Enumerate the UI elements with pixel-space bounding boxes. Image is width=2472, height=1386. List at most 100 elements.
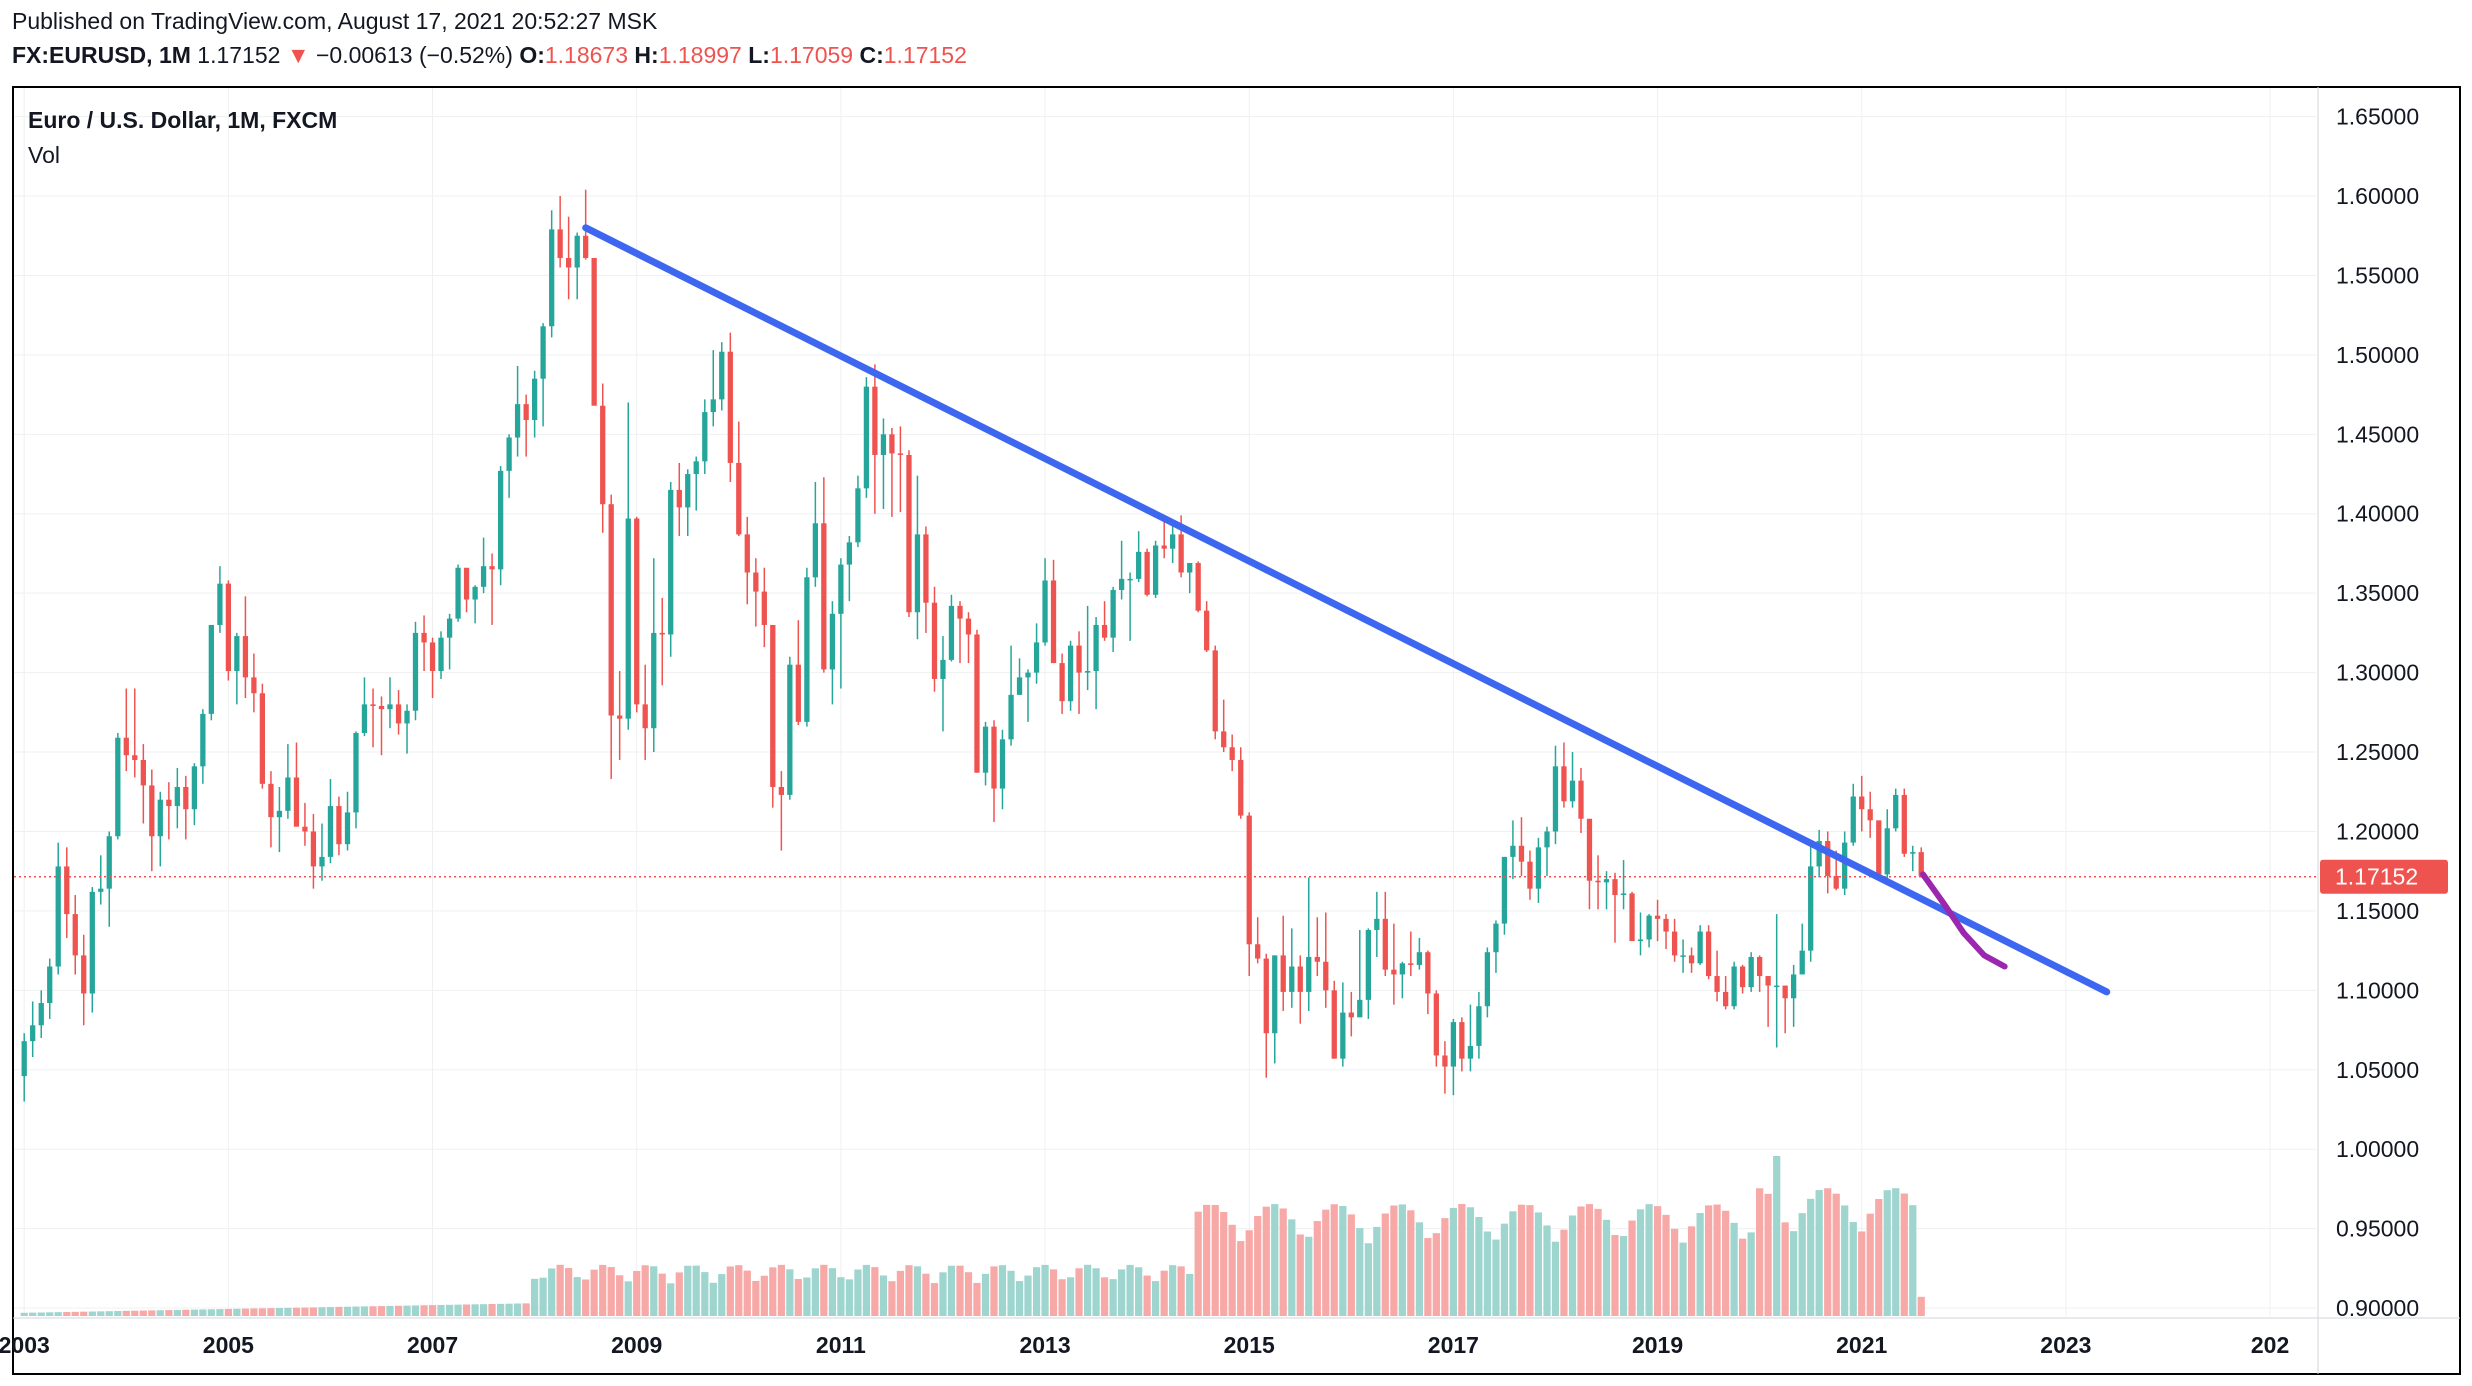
candle-body[interactable] [1723,991,1729,1007]
candle-body[interactable] [149,785,155,837]
candle-body[interactable] [72,914,78,956]
candle-body[interactable] [1876,820,1882,875]
candle-body[interactable] [923,534,929,603]
candle-body[interactable] [1280,955,1286,992]
candle-body[interactable] [506,437,512,471]
candle-body[interactable] [651,632,657,729]
candle-body[interactable] [438,637,444,672]
candle-body[interactable] [685,474,691,508]
candle-body[interactable] [1850,796,1856,843]
candle-body[interactable] [166,799,172,807]
candle-body[interactable] [770,624,776,787]
candle-body[interactable] [676,489,682,508]
candle-body[interactable] [659,632,665,635]
candle-body[interactable] [702,412,708,462]
candle-body[interactable] [1859,796,1865,810]
candle-body[interactable] [583,235,589,258]
candle-body[interactable] [719,351,725,400]
candle-body[interactable] [1408,963,1414,965]
candle-body[interactable] [276,810,283,818]
candle-body[interactable] [1799,950,1805,975]
candle-body[interactable] [1893,794,1899,829]
candle-body[interactable] [1901,794,1907,854]
candle-body[interactable] [931,602,938,679]
candle-body[interactable] [821,523,827,670]
candle-body[interactable] [1365,929,1371,1000]
candle-body[interactable] [1808,866,1814,951]
candle-body[interactable] [1663,918,1669,932]
candle-body[interactable] [600,405,606,505]
candle-body[interactable] [523,404,529,421]
candle-body[interactable] [225,583,232,672]
candle-body[interactable] [557,229,563,258]
candle-body[interactable] [957,605,963,619]
candle-body[interactable] [30,1025,36,1042]
candle-body[interactable] [1535,847,1542,889]
candle-body[interactable] [1118,578,1125,591]
candle-body[interactable] [1059,663,1065,702]
candle-body[interactable] [549,229,555,327]
candle-body[interactable] [1790,974,1797,999]
candle-body[interactable] [1348,1012,1354,1018]
candle-body[interactable] [1493,923,1499,953]
candle-body[interactable] [1595,880,1601,883]
candle-body[interactable] [889,434,895,454]
candle-body[interactable] [1272,955,1278,1034]
candle-body[interactable] [497,470,504,570]
candle-body[interactable] [744,534,750,573]
candle-body[interactable] [208,624,214,714]
candle-body[interactable] [1314,956,1320,962]
candle-body[interactable] [1544,831,1550,848]
candle-body[interactable] [736,462,742,535]
candle-body[interactable] [761,591,767,625]
candle-body[interactable] [838,564,844,614]
candle-body[interactable] [106,836,112,889]
candle-body[interactable] [1484,952,1491,1007]
candle-body[interactable] [344,812,351,845]
candle-body[interactable] [1382,918,1388,970]
candle-body[interactable] [1229,747,1235,760]
candle-body[interactable] [1221,731,1227,748]
candle-body[interactable] [302,826,308,832]
candle-body[interactable] [157,799,163,837]
candle-body[interactable] [846,542,852,565]
candle-body[interactable] [1289,966,1295,992]
candle-body[interactable] [1442,1055,1448,1067]
candle-body[interactable] [115,737,121,837]
candle-body[interactable] [565,257,572,268]
candle-body[interactable] [1093,624,1099,672]
candle-body[interactable] [1187,562,1193,573]
candle-body[interactable] [787,664,793,795]
candle-body[interactable] [123,737,129,756]
candle-body[interactable] [1867,809,1873,821]
candle-body[interactable] [1603,879,1610,883]
candle-body[interactable] [634,518,640,705]
candle-body[interactable] [259,693,266,784]
candle-body[interactable] [1178,534,1184,573]
candle-body[interactable] [540,326,546,379]
candle-body[interactable] [1629,893,1635,942]
candle-body[interactable] [353,732,359,813]
candle-body[interactable] [608,504,614,716]
candle-body[interactable] [387,704,393,710]
candle-body[interactable] [319,856,325,867]
symbol-label[interactable]: FX:EURUSD, 1M [12,42,191,68]
candle-body[interactable] [1637,939,1644,942]
candle-body[interactable] [1425,952,1431,994]
candle-body[interactable] [1084,671,1091,673]
candle-body[interactable] [1331,990,1337,1059]
candle-body[interactable] [183,786,189,810]
candle-body[interactable] [625,518,631,719]
candle-body[interactable] [1527,861,1533,889]
candle-body[interactable] [310,831,317,867]
candle-body[interactable] [1510,845,1516,857]
candle-body[interactable] [1697,931,1703,964]
candle-body[interactable] [64,866,70,915]
candle-body[interactable] [1705,931,1712,977]
candle-body[interactable] [1033,642,1040,673]
candle-body[interactable] [1076,645,1082,673]
candle-body[interactable] [965,618,972,635]
candle-body[interactable] [1688,955,1695,964]
candle-body[interactable] [1255,944,1261,959]
candle-body[interactable] [693,461,699,475]
